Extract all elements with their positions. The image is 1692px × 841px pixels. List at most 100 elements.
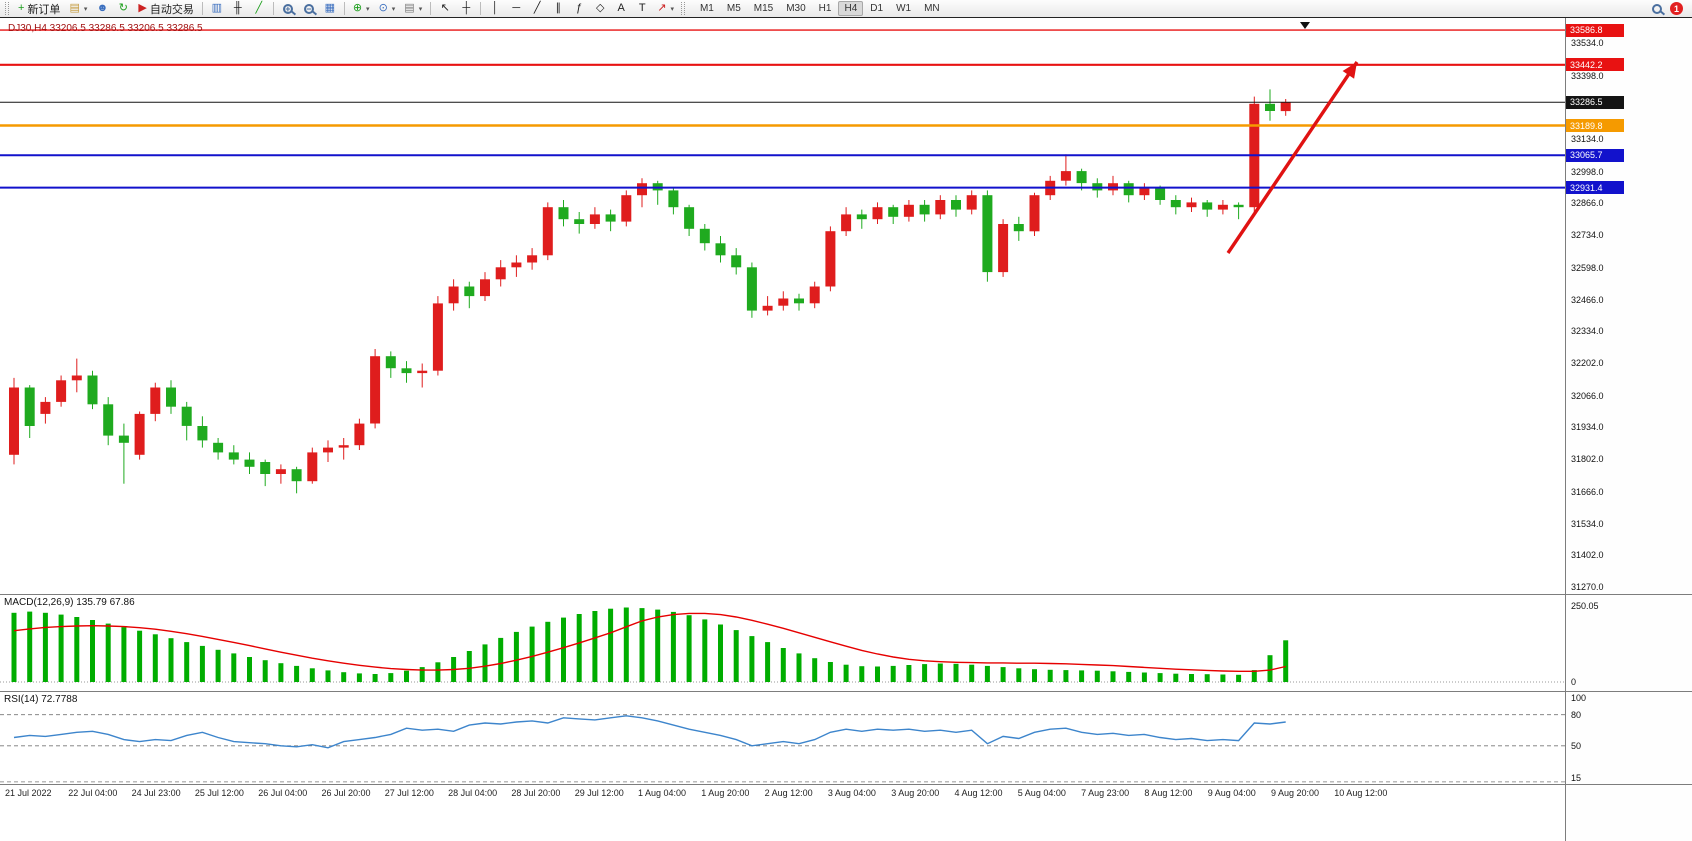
- price-pane[interactable]: DJ30,H4 33206.5 33286.5 33206.5 33286.5: [0, 18, 1565, 595]
- fibonacci-icon: ƒ: [576, 2, 583, 14]
- arrows-icon: ↗: [657, 2, 667, 14]
- line-chart-button[interactable]: ╱: [249, 1, 269, 17]
- price-level-box: 33586.8: [1566, 23, 1624, 37]
- timeframe-d1[interactable]: D1: [870, 3, 884, 14]
- price-level-box: 33189.8: [1566, 119, 1624, 132]
- time-label: 9 Aug 04:00: [1207, 788, 1256, 798]
- macd-axis: 250.05 0: [1566, 595, 1692, 692]
- time-label: 26 Jul 04:00: [258, 788, 308, 798]
- new-order-button[interactable]: + 新订单: [14, 1, 64, 17]
- price-tick: 32734.0: [1571, 230, 1604, 241]
- time-axis[interactable]: 21 Jul 2022 22 Jul 04:00 24 Jul 23:00 25 Ju…: [0, 785, 1565, 841]
- toolbar-grip[interactable]: [680, 2, 685, 15]
- indicators-button[interactable]: ⊕ ▾: [349, 1, 374, 17]
- bar-chart-icon: ▥: [211, 2, 223, 14]
- chart-shift-marker[interactable]: [1300, 22, 1310, 29]
- rsi-chart[interactable]: [0, 692, 1565, 784]
- timeframe-mn[interactable]: MN: [924, 3, 940, 14]
- price-tick: 32866.0: [1571, 198, 1604, 209]
- time-label: 8 Aug 12:00: [1144, 788, 1193, 798]
- toolbar-separator: [480, 2, 482, 15]
- new-order-button-label: 新订单: [27, 3, 61, 16]
- price-tick: 31934.0: [1571, 422, 1604, 433]
- dropdown-arrow-icon: ▾: [366, 5, 370, 13]
- fibonacci-button[interactable]: ƒ: [569, 1, 589, 17]
- profile-button[interactable]: ☻: [92, 1, 112, 17]
- time-label: 4 Aug 12:00: [954, 788, 1003, 798]
- zoom-in-button[interactable]: +: [278, 1, 298, 17]
- templates-icon: ▤: [404, 2, 415, 14]
- time-label: 5 Aug 04:00: [1017, 788, 1066, 798]
- macd-histogram: [11, 607, 1289, 682]
- bar-chart-button[interactable]: ▥: [207, 1, 227, 17]
- price-chart[interactable]: [0, 18, 1565, 594]
- time-label: 1 Aug 20:00: [701, 788, 750, 798]
- candlestick-chart-button[interactable]: ╫: [228, 1, 248, 17]
- horizontal-line-icon: ─: [512, 2, 521, 14]
- timeframe-m5[interactable]: M5: [726, 3, 741, 14]
- shapes-icon: ◇: [595, 2, 605, 14]
- timeframe-m1[interactable]: M1: [699, 3, 714, 14]
- equidistant-channel-button[interactable]: ∥: [548, 1, 568, 17]
- text-label-button[interactable]: T: [632, 1, 652, 17]
- price-tick: 31402.0: [1571, 550, 1604, 561]
- templates-button[interactable]: ▤ ▾: [400, 1, 426, 17]
- candlestick-chart-icon: ╫: [233, 2, 242, 14]
- periods-button[interactable]: ⊙ ▾: [375, 1, 400, 17]
- toolbar: + 新订单 ▤ ▾ ☻ ↻ ▶ 自动交易 ▥ ╫ ╱ + − ▦ ⊕ ▾ ⊙ ▾ ▤ ▾ ↖ ┼ │ ─ ╱ ∥ ƒ ◇ A T ↗ ▾ M1 M…: [0, 0, 1692, 18]
- horizontal-line-button[interactable]: ─: [506, 1, 526, 17]
- timeframe-m30[interactable]: M30: [786, 3, 806, 14]
- time-label: 28 Jul 20:00: [511, 788, 561, 798]
- rsi-pane[interactable]: RSI(14) 72.7788: [0, 692, 1565, 785]
- time-label: 3 Aug 20:00: [891, 788, 940, 798]
- trend-arrow[interactable]: [1226, 61, 1359, 254]
- price-tick: 31534.0: [1571, 518, 1604, 529]
- text-button[interactable]: A: [611, 1, 631, 17]
- timeframe-h1[interactable]: H1: [818, 3, 832, 14]
- auto-trading-icon: ▶: [138, 2, 147, 14]
- macd-signal-line: [13, 612, 1286, 673]
- notification-badge[interactable]: 1: [1670, 2, 1683, 15]
- timeframe-buttons: M1 M5 M15 M30 H1 H4 D1 W1 MN: [694, 1, 946, 16]
- time-label: 2 Aug 12:00: [764, 788, 813, 798]
- cursor-button[interactable]: ↖: [435, 1, 455, 17]
- shapes-button[interactable]: ◇: [590, 1, 610, 17]
- price-tick: 31270.0: [1571, 582, 1604, 592]
- toolbar-grip[interactable]: [5, 2, 9, 15]
- price-level-box: 33286.5: [1566, 95, 1624, 109]
- timeframe-m15[interactable]: M15: [753, 3, 774, 14]
- price-tick: 32998.0: [1571, 166, 1604, 177]
- crosshair-button[interactable]: ┼: [456, 1, 476, 17]
- time-label: 22 Jul 04:00: [68, 788, 118, 798]
- time-label: 7 Aug 23:00: [1081, 788, 1130, 798]
- dropdown-arrow-icon: ▾: [418, 5, 423, 13]
- timeframe-h4[interactable]: H4: [838, 1, 864, 16]
- auto-trading-button[interactable]: ▶ 自动交易: [134, 1, 197, 17]
- price-tick: 32598.0: [1571, 262, 1604, 273]
- search-icon[interactable]: [1652, 3, 1662, 14]
- refresh-button[interactable]: ↻: [113, 1, 133, 17]
- arrows-button[interactable]: ↗ ▾: [653, 1, 678, 17]
- price-tick: 33398.0: [1571, 70, 1604, 81]
- time-label: 27 Jul 12:00: [384, 788, 434, 798]
- toolbar-right: 1: [1652, 2, 1689, 15]
- toolbar-separator: [430, 2, 432, 15]
- auto-trading-button-label: 自动交易: [149, 3, 194, 16]
- text-icon: A: [617, 2, 625, 14]
- macd-pane[interactable]: MACD(12,26,9) 135.79 67.86: [0, 595, 1565, 692]
- price-axis-column[interactable]: 33534.0 33398.0 33134.0 32998.0 32866.0 32734…: [1565, 18, 1692, 841]
- chart-window-button[interactable]: ▤ ▾: [65, 1, 91, 17]
- vertical-line-button[interactable]: │: [485, 1, 505, 17]
- trendline-button[interactable]: ╱: [527, 1, 547, 17]
- macd-label: MACD(12,26,9) 135.79 67.86: [4, 597, 135, 608]
- macd-zero-label: 0: [1571, 677, 1577, 687]
- zoom-out-button[interactable]: −: [299, 1, 319, 17]
- time-label: 26 Jul 20:00: [321, 788, 371, 798]
- price-axis[interactable]: 33534.0 33398.0 33134.0 32998.0 32866.0 32734…: [1566, 18, 1692, 595]
- timeframe-w1[interactable]: W1: [896, 3, 912, 14]
- macd-chart[interactable]: [0, 595, 1565, 691]
- rsi-axis-label: 50: [1571, 740, 1582, 751]
- price-tick: 32334.0: [1571, 326, 1604, 337]
- tile-windows-button[interactable]: ▦: [320, 1, 340, 17]
